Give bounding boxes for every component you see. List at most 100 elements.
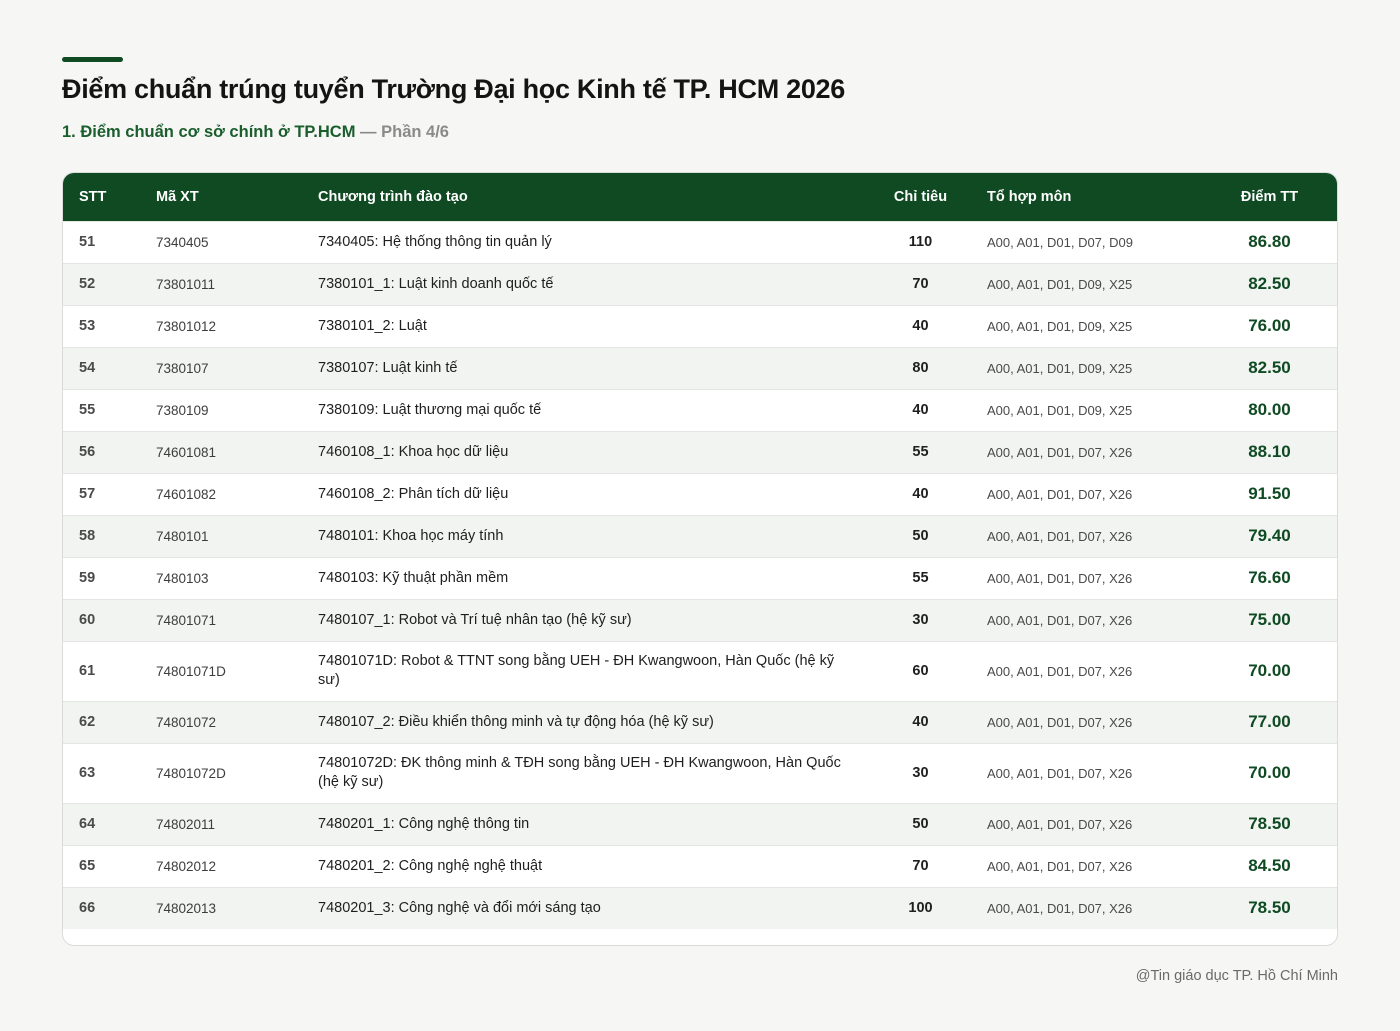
cell-to-hop: A00, A01, D01, D07, X26 [987, 486, 1133, 502]
cell-to-hop: A00, A01, D01, D09, X25 [987, 318, 1133, 334]
cell-chi-tieu: 50 [912, 816, 929, 832]
cell-ma-xt: 74801071 [156, 612, 217, 628]
cell-chi-tieu: 60 [912, 663, 929, 679]
cell-stt: 57 [79, 486, 96, 502]
table-row: 54 7380107 7380107: Luật kinh tế 80 A00, A01… [63, 347, 1337, 389]
cell-stt: 59 [79, 570, 96, 586]
cell-diem: 78.50 [1248, 898, 1291, 918]
cell-ma-xt: 74802012 [156, 858, 217, 874]
cell-diem: 82.50 [1248, 274, 1291, 293]
table-row: 56 74601081 7460108_1: Khoa học dữ liệu 55 A… [63, 431, 1337, 473]
table-row: 57 74601082 7460108_2: Phân tích dữ liệu 40… [63, 473, 1337, 515]
cell-ma-xt: 74601081 [156, 444, 217, 460]
table-row: 55 7380109 7380109: Luật thương mại quốc t… [63, 389, 1337, 431]
cell-chi-tieu: 50 [912, 528, 929, 544]
cell-to-hop: A00, A01, D01, D07, X26 [987, 765, 1133, 781]
cell-ma-xt: 7480103 [156, 570, 209, 586]
score-table: STT Mã XT Chương trình đào tạo Chỉ tiêu … [63, 173, 1337, 929]
cell-stt: 61 [79, 663, 96, 679]
cell-diem: 77.00 [1248, 712, 1291, 731]
table-row: 66 74802013 7480201_3: Công nghệ và đổi mớ… [63, 887, 1337, 929]
cell-diem: 78.50 [1248, 814, 1291, 833]
cell-program: 7480103: Kỹ thuật phần mềm [318, 569, 509, 586]
cell-ma-xt: 7480101 [156, 528, 209, 544]
cell-ma-xt: 74801072 [156, 714, 217, 730]
cell-stt: 60 [79, 612, 96, 628]
cell-diem: 76.60 [1248, 568, 1291, 587]
table-row: 64 74802011 7480201_1: Công nghệ thông tin… [63, 803, 1337, 845]
subtitle-section: 1. Điểm chuẩn cơ sở chính ở TP.HCM [62, 123, 356, 141]
cell-to-hop: A00, A01, D01, D07, X26 [987, 570, 1133, 586]
cell-stt: 66 [79, 900, 96, 917]
cell-ma-xt: 7340405 [156, 234, 209, 250]
cell-program: 7380101_1: Luật kinh doanh quốc tế [318, 275, 554, 292]
cell-chi-tieu: 40 [912, 714, 929, 730]
table-row: 61 74801071D 74801071D: Robot & TTNT song … [63, 641, 1337, 701]
cell-to-hop: A00, A01, D01, D09, X25 [987, 276, 1133, 292]
table-row: 52 73801011 7380101_1: Luật kinh doanh quố… [63, 263, 1337, 305]
cell-diem: 91.50 [1248, 484, 1291, 503]
column-header-chi-tieu: Chỉ tiêu [893, 188, 948, 205]
cell-chi-tieu: 55 [912, 570, 929, 586]
cell-stt: 63 [79, 765, 96, 781]
column-header-program: Chương trình đào tạo [318, 188, 468, 205]
cell-chi-tieu: 55 [912, 444, 929, 460]
cell-ma-xt: 7380107 [156, 360, 209, 376]
cell-stt: 52 [79, 276, 96, 292]
cell-program: 7480201_1: Công nghệ thông tin [318, 815, 530, 832]
subtitle-part: — Phần 4/6 [355, 123, 449, 141]
cell-program: 7460108_1: Khoa học dữ liệu [318, 443, 509, 460]
score-table-card: STT Mã XT Chương trình đào tạo Chỉ tiêu … [62, 172, 1338, 946]
cell-ma-xt: 73801011 [156, 276, 216, 292]
column-header-to-hop: Tổ hợp môn [987, 188, 1072, 205]
cell-stt: 58 [79, 528, 96, 544]
cell-to-hop: A00, A01, D01, D07, X26 [987, 444, 1133, 460]
cell-program: 74801071D: Robot & TTNT song bằng UEH - … [318, 653, 835, 688]
table-row: 53 73801012 7380101_2: Luật 40 A00, A01, D01… [63, 305, 1337, 347]
cell-program: 7480101: Khoa học máy tính [318, 527, 504, 544]
cell-diem: 84.50 [1248, 856, 1291, 875]
cell-ma-xt: 74802011 [156, 816, 216, 832]
cell-chi-tieu: 40 [912, 402, 929, 418]
cell-diem: 79.40 [1248, 526, 1291, 545]
column-header-stt: STT [79, 188, 107, 205]
cell-chi-tieu: 100 [908, 900, 933, 917]
cell-ma-xt: 74801072D [156, 765, 226, 781]
cell-program: 74801072D: ĐK thông minh & TĐH song bằng… [318, 755, 841, 790]
cell-to-hop: A00, A01, D01, D07, X26 [987, 816, 1133, 832]
cell-diem: 82.50 [1248, 358, 1291, 377]
cell-to-hop: A00, A01, D01, D07, D09 [987, 234, 1133, 250]
table-row: 58 7480101 7480101: Khoa học máy tính 50 A00… [63, 515, 1337, 557]
cell-stt: 56 [79, 444, 96, 460]
cell-program: 7460108_2: Phân tích dữ liệu [318, 485, 509, 502]
cell-to-hop: A00, A01, D01, D09, X25 [987, 360, 1133, 376]
cell-diem: 86.80 [1248, 232, 1291, 251]
cell-program: 7340405: Hệ thống thông tin quản lý [318, 233, 552, 250]
cell-ma-xt: 74801071D [156, 663, 226, 679]
cell-program: 7480201_2: Công nghệ nghệ thuật [318, 857, 543, 874]
table-row: 63 74801072D 74801072D: ĐK thông minh & TĐ… [63, 743, 1337, 803]
cell-diem: 70.00 [1248, 763, 1291, 782]
title-accent-bar [62, 57, 123, 62]
cell-to-hop: A00, A01, D01, D07, X26 [987, 612, 1133, 628]
table-row: 60 74801071 7480107_1: Robot và Trí tuệ nh… [63, 599, 1337, 641]
cell-chi-tieu: 80 [912, 360, 929, 376]
cell-to-hop: A00, A01, D01, D07, X26 [987, 663, 1133, 679]
cell-diem: 70.00 [1248, 661, 1291, 680]
cell-ma-xt: 7380109 [156, 402, 209, 418]
cell-program: 7480107_1: Robot và Trí tuệ nhân tạo (hệ… [318, 611, 632, 628]
cell-ma-xt: 74601082 [156, 486, 217, 502]
cell-to-hop: A00, A01, D01, D07, X26 [987, 714, 1133, 730]
cell-program: 7380107: Luật kinh tế [318, 359, 458, 376]
cell-diem: 88.10 [1248, 442, 1291, 461]
cell-to-hop: A00, A01, D01, D07, X26 [987, 900, 1133, 916]
table-row: 59 7480103 7480103: Kỹ thuật phần mềm 55 A00… [63, 557, 1337, 599]
cell-program: 7480201_3: Công nghệ và đổi mới sáng tạo [318, 899, 601, 916]
cell-chi-tieu: 30 [912, 612, 929, 628]
cell-ma-xt: 74802013 [156, 900, 217, 916]
cell-chi-tieu: 40 [912, 318, 929, 334]
cell-chi-tieu: 30 [912, 765, 929, 781]
table-row: 62 74801072 7480107_2: Điều khiển thông mi… [63, 701, 1337, 743]
footer-credit: @Tin giáo dục TP. Hồ Chí Minh [1135, 968, 1338, 984]
cell-chi-tieu: 40 [912, 486, 929, 502]
